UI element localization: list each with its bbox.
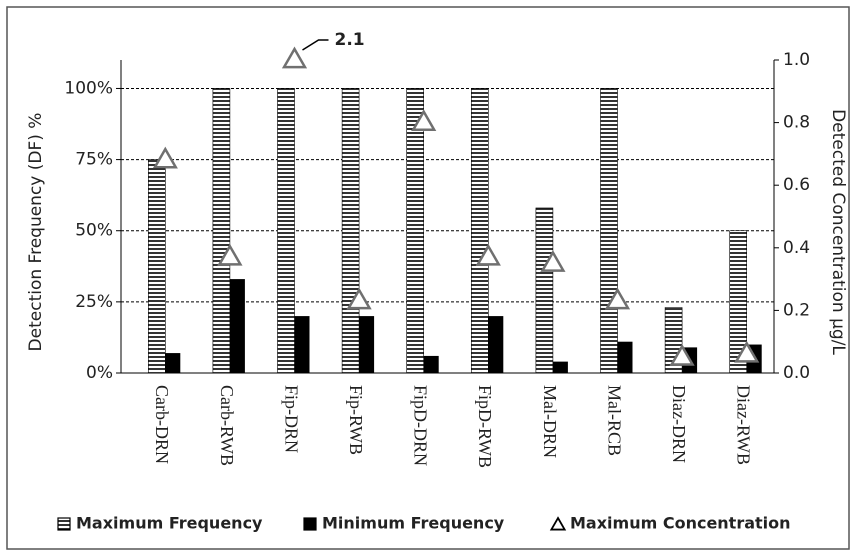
bar: [277, 88, 295, 374]
y-tick-label: 75%: [75, 150, 113, 170]
y2-tick-label: 1.0: [783, 50, 810, 70]
bar: [165, 353, 181, 373]
legend-swatch: [57, 517, 71, 531]
legend-label: Minimum Frequency: [322, 514, 505, 533]
bar: [423, 355, 439, 373]
frame: [6, 6, 850, 550]
triangle-marker: [475, 243, 501, 266]
y2-tick-label: 0.8: [783, 113, 810, 133]
bar: [600, 88, 618, 374]
x-tick-label: Diaz-DRN: [669, 385, 689, 463]
bar: [294, 316, 310, 373]
triangle-marker: [217, 243, 243, 266]
x-tick-label: FipD-RWB: [475, 385, 495, 468]
legend-swatch: [549, 516, 567, 531]
x-tick-label: Fip-DRN: [281, 385, 301, 453]
legend-label: Maximum Frequency: [76, 514, 263, 533]
y2-tick-label: 0.6: [783, 175, 810, 195]
y-tick-label: 25%: [75, 292, 113, 312]
legend-label: Maximum Concentration: [570, 514, 791, 533]
x-tick-label: Carb-RWB: [217, 385, 237, 466]
x-tick-label: Mal-DRN: [540, 385, 560, 458]
annotation-leader: [302, 39, 329, 51]
y-tick-label: 50%: [75, 221, 113, 241]
bar: [535, 207, 554, 374]
annotation: 2.1: [335, 30, 365, 50]
x-tick-label: FipD-DRN: [411, 385, 431, 466]
triangle-marker: [540, 249, 566, 272]
triangle-marker: [281, 46, 308, 69]
triangle-marker: [669, 343, 695, 366]
bar: [552, 361, 568, 373]
y-tick-label: 0%: [86, 363, 113, 383]
bar: [488, 316, 504, 373]
triangle-marker: [604, 287, 631, 310]
x-tick-label: Mal-RCB: [604, 385, 624, 456]
bar: [470, 88, 489, 374]
bar: [406, 88, 425, 374]
legend-swatch: [303, 517, 317, 531]
bar: [229, 279, 245, 373]
triangle-marker: [152, 146, 178, 169]
x-tick-label: Fip-RWB: [346, 385, 366, 455]
bar: [341, 88, 360, 374]
y2-tick-label: 0.4: [783, 238, 810, 258]
bar: [148, 159, 166, 374]
y-tick-label: 100%: [64, 78, 113, 98]
x-tick-label: Carb-DRN: [152, 385, 172, 464]
y2-tick-label: 0.0: [783, 363, 810, 383]
x-tick-label: Diaz-RWB: [734, 385, 754, 465]
triangle-marker: [411, 109, 437, 131]
bar: [359, 316, 375, 373]
y-axis-label: Detection Frequency (DF) %: [26, 113, 46, 352]
bar: [729, 230, 748, 374]
bar: [617, 341, 633, 373]
y2-axis-label: Detected Concentration µg/L: [828, 109, 848, 355]
triangle-marker: [734, 340, 760, 363]
bar: [212, 88, 231, 374]
triangle-marker: [346, 287, 372, 310]
y2-tick-label: 0.2: [783, 300, 810, 320]
